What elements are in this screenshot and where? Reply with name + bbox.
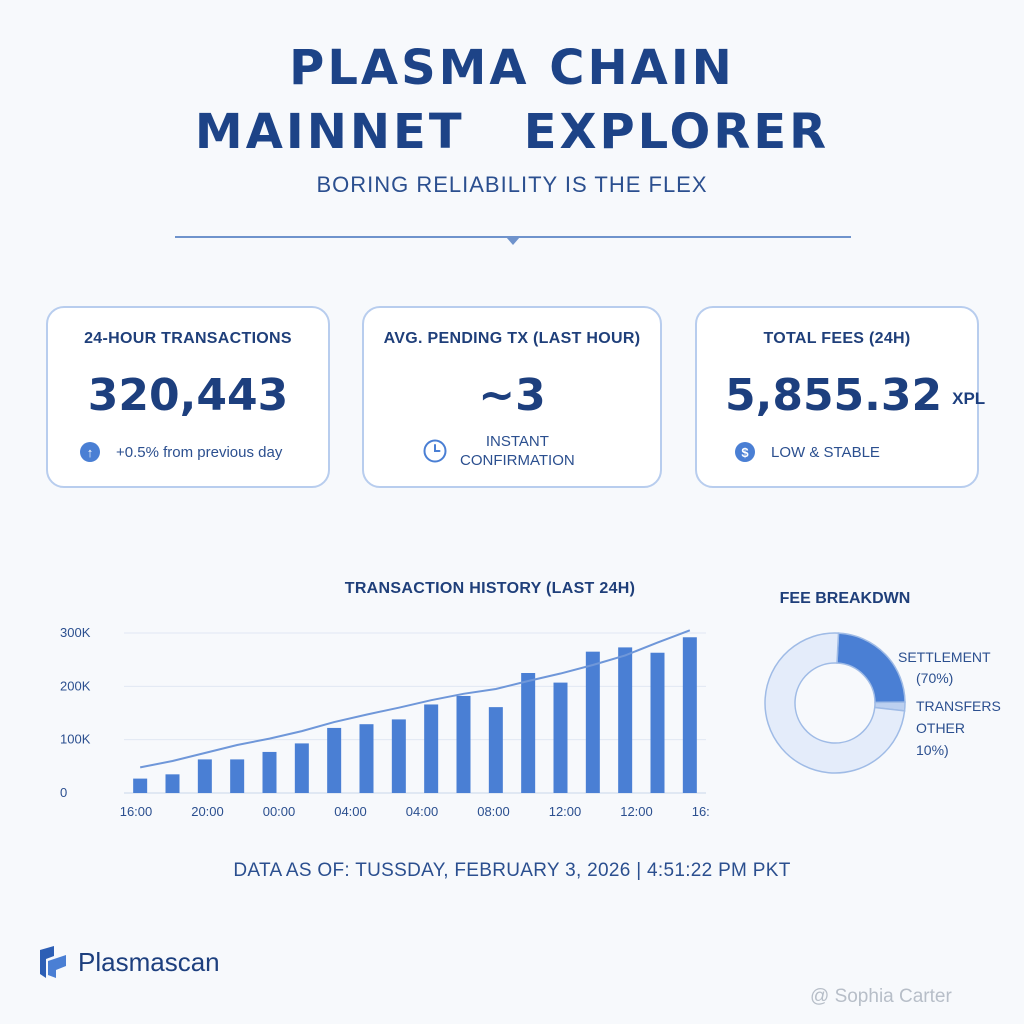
donut-title: FEE BREAKDWN	[779, 590, 911, 607]
bar	[521, 673, 536, 793]
stat-card-footer: ↑ +0.5% from previous day	[80, 442, 282, 462]
fee-breakdown-donut	[764, 632, 906, 774]
stat-card-value: 5,855.32	[725, 370, 943, 421]
data-timestamp: DATA AS OF: TUSSDAY, FEBRUARY 3, 2026 | …	[233, 860, 791, 881]
bar	[230, 759, 245, 793]
brand-name: Plasmascan	[78, 946, 220, 977]
brand[interactable]: Plasmascan	[36, 944, 220, 980]
stat-card-value: ~3	[478, 370, 546, 421]
donut-label-settlement-pct: (70%)	[916, 670, 954, 686]
page-title-line2: MAINNET EXPLORER	[194, 104, 830, 160]
bar	[327, 727, 342, 793]
page-title-line1: PLASMA CHAIN	[289, 40, 735, 96]
x-tick-label: 08:00	[477, 804, 510, 819]
note-line2: CONFIRMATION	[460, 452, 575, 469]
transaction-history-chart: 0 100K 200K 300K 16:00 20:00 00:00 04:00 04:00 08…	[60, 625, 710, 819]
x-tick-label: 12:00	[620, 804, 653, 819]
y-tick-label: 0	[60, 785, 67, 800]
stat-card-value: 320,443	[87, 370, 289, 421]
x-tick-label: 04:00	[334, 804, 367, 819]
x-tick-label: 16:00	[692, 804, 710, 819]
x-tick-label: 12:00	[549, 804, 582, 819]
bar	[650, 652, 665, 793]
bar	[133, 778, 148, 793]
x-tick-label: 00:00	[263, 804, 296, 819]
bar	[553, 682, 568, 793]
bar	[682, 637, 697, 793]
stat-card-transactions: 24-HOUR TRANSACTIONS 320,443 ↑ +0.5% fro…	[46, 306, 330, 488]
bar	[391, 719, 406, 793]
donut-slice	[764, 632, 906, 774]
stat-card-pending: AVG. PENDING TX (LAST HOUR) ~3 INSTANT C…	[362, 306, 662, 488]
stat-card-note: INSTANT CONFIRMATION	[460, 432, 575, 470]
stat-card-label: AVG. PENDING TX (LAST HOUR)	[383, 330, 641, 347]
note-line1: INSTANT	[485, 433, 549, 450]
stat-card-footer: INSTANT CONFIRMATION	[422, 432, 575, 470]
chart-title: TRANSACTION HISTORY (LAST 24H)	[344, 580, 636, 597]
stat-card-label: 24-HOUR TRANSACTIONS	[84, 330, 292, 347]
donut-label-other-pct: 10%)	[916, 742, 949, 758]
bar	[456, 695, 471, 793]
x-tick-label: 16:00	[120, 804, 153, 819]
stat-card-value-wrap: 5,855.32 XPL	[725, 370, 985, 421]
y-tick-label: 300K	[60, 625, 91, 640]
divider-notch	[506, 237, 520, 245]
donut-label-settlement: SETTLEMENT	[898, 649, 991, 665]
donut-label-other: OTHER	[916, 720, 965, 736]
donut-label-transfers: TRANSFERS	[916, 698, 1001, 714]
watermark: @ Sophia Carter	[810, 986, 952, 1007]
bar	[359, 724, 374, 793]
bar	[262, 751, 277, 793]
bar	[585, 651, 600, 793]
clock-icon	[423, 439, 447, 463]
arrow-up-icon: ↑	[80, 442, 100, 462]
x-tick-label: 04:00	[406, 804, 439, 819]
bar	[488, 707, 503, 793]
bar	[197, 759, 212, 793]
stat-card-note: LOW & STABLE	[771, 443, 880, 461]
stat-card-change: +0.5% from previous day	[116, 443, 283, 461]
stat-card-fees: TOTAL FEES (24H) 5,855.32 XPL $ LOW & STA…	[695, 306, 985, 488]
y-tick-label: 200K	[60, 678, 91, 693]
donut-slice	[836, 632, 906, 704]
stat-card-unit: XPL	[952, 389, 986, 408]
stat-card-label: TOTAL FEES (24H)	[763, 330, 911, 347]
stat-card-footer: $ LOW & STABLE	[735, 442, 880, 462]
bar	[294, 743, 309, 793]
plasmascan-logo-icon	[40, 946, 66, 978]
bar	[165, 774, 180, 793]
x-tick-label: 20:00	[191, 804, 224, 819]
page-subtitle: BORING RELIABILITY IS THE FLEX	[316, 172, 708, 197]
y-tick-label: 100K	[60, 732, 91, 747]
trend-line	[139, 629, 691, 769]
bar	[424, 704, 439, 793]
dollar-icon: $	[735, 442, 755, 462]
bar	[618, 647, 633, 793]
